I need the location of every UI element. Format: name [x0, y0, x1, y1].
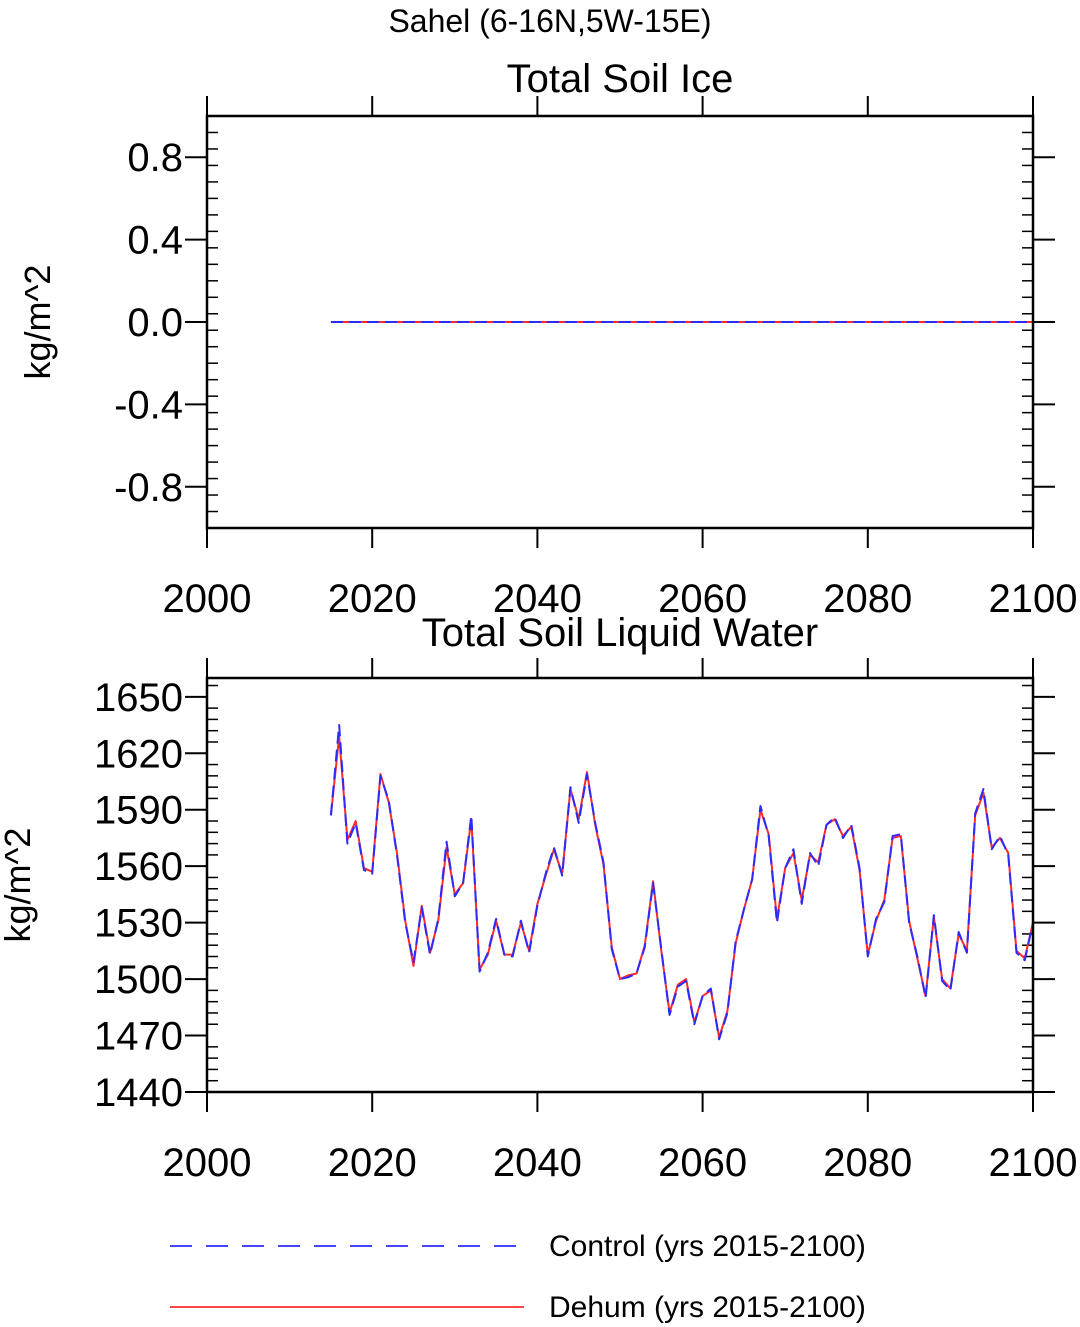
x-tick-label: 2000 [163, 577, 252, 621]
x-tick-label: 2060 [658, 577, 747, 621]
y-tick-label: 1440 [94, 1071, 183, 1115]
panel-title: Total Soil Liquid Water [422, 611, 818, 655]
axes-ticks [185, 658, 1055, 1112]
y-tick-label: 1470 [94, 1015, 183, 1059]
figure-supertitle: Sahel (6-16N,5W-15E) [388, 3, 711, 39]
x-tick-label: 2020 [328, 577, 417, 621]
y-tick-label: -0.8 [114, 466, 183, 510]
y-tick-label: 0.4 [127, 219, 183, 263]
y-tick-label: -0.4 [114, 383, 183, 427]
y-axis-title: kg/m^2 [17, 265, 58, 380]
panel-title: Total Soil Ice [507, 57, 734, 101]
series-line-dehum [329, 735, 1034, 1039]
y-tick-label: 1560 [94, 845, 183, 889]
x-tick-label: 2080 [823, 577, 912, 621]
data-series [329, 724, 1034, 1041]
x-tick-label: 2040 [493, 577, 582, 621]
panel-total-soil-liquid-water: Total Soil Liquid Water kg/m^2 2000 2020 2… [0, 611, 1077, 1185]
tick-labels: 2000 2020 2040 2060 2080 2100 -0.8 -0.4 0.0 0.4 0.… [114, 136, 1077, 621]
y-tick-label: 1530 [94, 902, 183, 946]
x-tick-label: 2020 [328, 1141, 417, 1185]
y-tick-label: 1500 [94, 958, 183, 1002]
y-tick-label: 0.8 [127, 136, 183, 180]
x-tick-label: 2000 [163, 1141, 252, 1185]
y-tick-label: 1650 [94, 676, 183, 720]
legend-label-dehum: Dehum (yrs 2015-2100) [549, 1291, 866, 1324]
x-tick-label: 2100 [989, 1141, 1078, 1185]
plot-frame [205, 676, 1035, 1094]
y-axis-title: kg/m^2 [0, 828, 38, 943]
x-tick-label: 2080 [823, 1141, 912, 1185]
series-line-control [329, 724, 1034, 1041]
plot-frame [205, 114, 1035, 530]
x-tick-label: 2100 [989, 577, 1078, 621]
y-tick-label: 1590 [94, 789, 183, 833]
panel-total-soil-ice: Total Soil Ice kg/m^2 2000 2020 2040 2060 20… [17, 57, 1077, 621]
legend-label-control: Control (yrs 2015-2100) [549, 1230, 866, 1263]
y-tick-label: 0.0 [127, 301, 183, 345]
tick-labels: 2000 2020 2040 2060 2080 2100 1440 1470 1500 1530… [94, 676, 1077, 1185]
legend: Control (yrs 2015-2100) Dehum (yrs 2015-… [170, 1230, 866, 1324]
x-tick-label: 2060 [658, 1141, 747, 1185]
x-tick-label: 2040 [493, 1141, 582, 1185]
y-tick-label: 1620 [94, 732, 183, 776]
